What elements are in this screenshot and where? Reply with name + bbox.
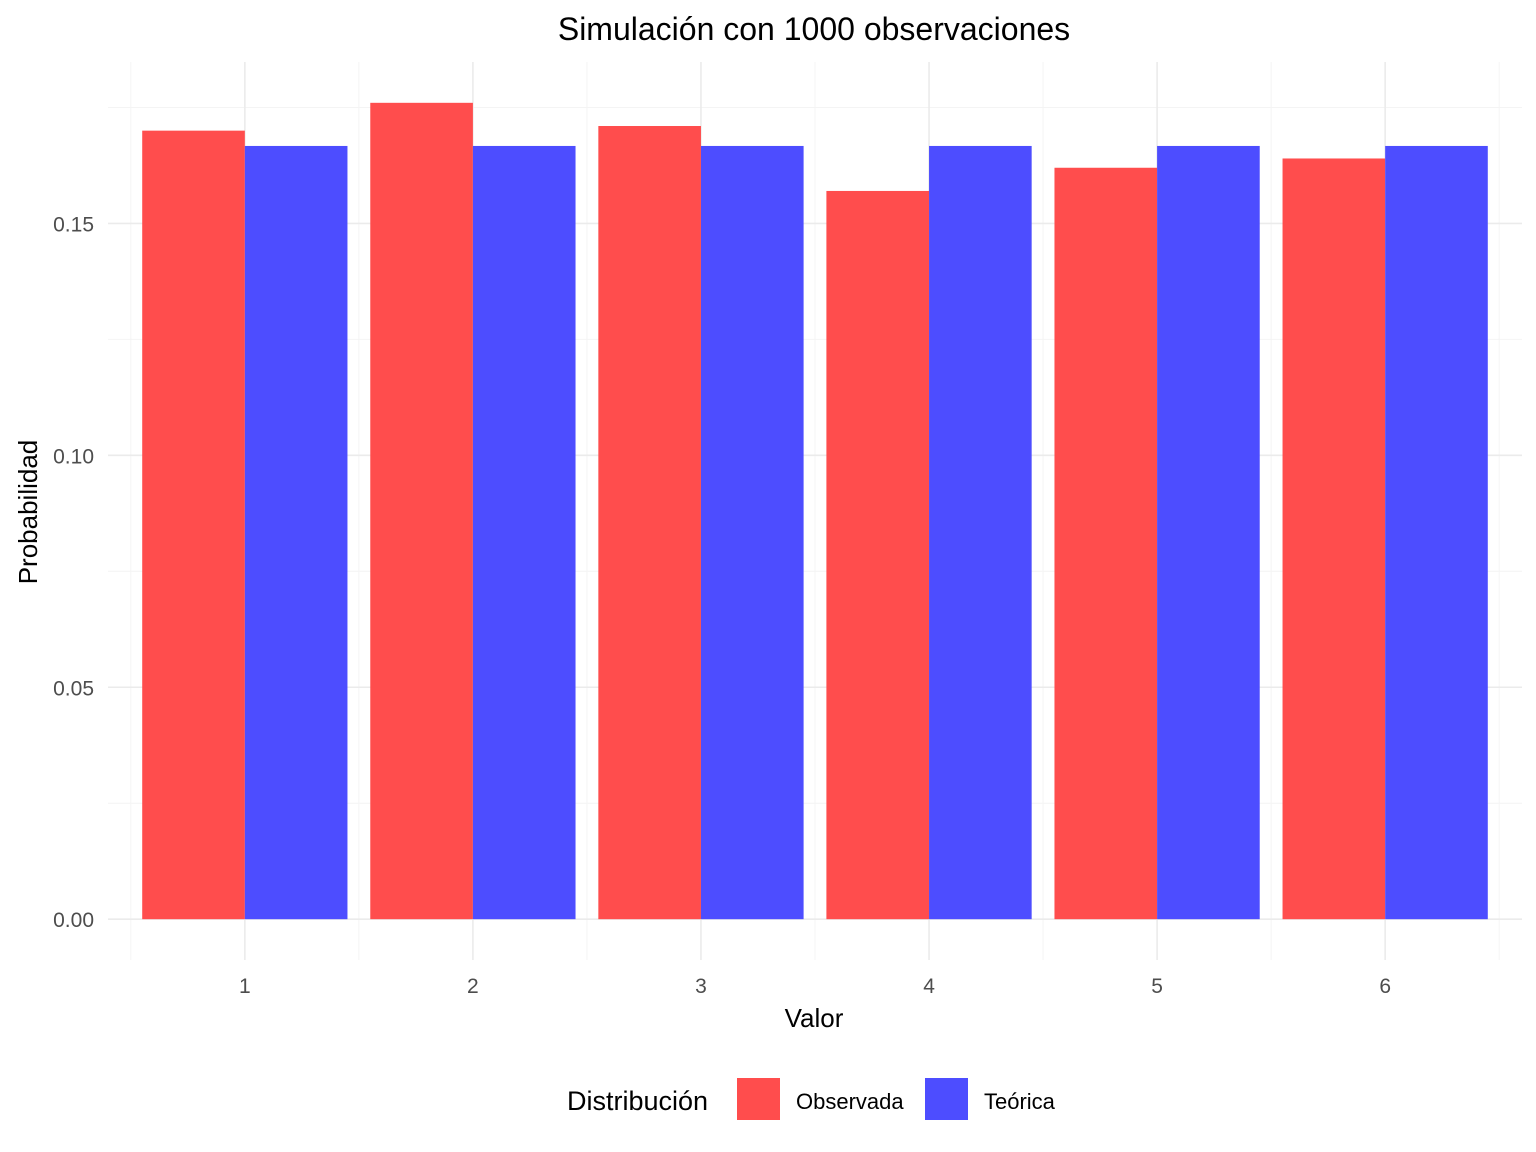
bar-terica-5 xyxy=(1157,145,1260,920)
bar-terica-3 xyxy=(700,145,804,920)
chart-title: Simulación con 1000 observaciones xyxy=(558,11,1070,47)
y-tick-label: 0.10 xyxy=(53,445,94,468)
y-axis-title: Probabilidad xyxy=(13,440,43,585)
legend: Distribución Observada Teórica xyxy=(567,1078,1056,1120)
bar-terica-6 xyxy=(1385,145,1488,920)
x-tick-label: 2 xyxy=(467,975,479,998)
y-tick-label: 0.00 xyxy=(53,909,94,932)
legend-label-teorica: Teórica xyxy=(984,1089,1056,1114)
x-tick-label: 6 xyxy=(1379,975,1391,998)
y-tick-label: 0.15 xyxy=(53,213,94,236)
legend-title: Distribución xyxy=(567,1086,708,1116)
bar-observada-3 xyxy=(598,126,701,920)
bar-observada-5 xyxy=(1054,167,1158,920)
bar-observada-2 xyxy=(370,102,473,920)
legend-label-observada: Observada xyxy=(796,1089,904,1114)
legend-key-teorica xyxy=(925,1078,968,1120)
x-axis-title: Valor xyxy=(785,1003,844,1033)
bar-observada-4 xyxy=(826,190,930,920)
x-tick-label: 3 xyxy=(695,975,707,998)
legend-key-observada xyxy=(737,1078,780,1120)
y-tick-label: 0.05 xyxy=(53,677,94,700)
bars-layer xyxy=(142,102,1488,920)
bar-observada-1 xyxy=(142,130,245,920)
bar-terica-2 xyxy=(472,145,576,920)
ticks-layer: 0.00 0.05 0.10 0.15 1 2 3 4 5 6 xyxy=(53,213,1391,998)
x-tick-label: 1 xyxy=(239,975,251,998)
x-tick-label: 4 xyxy=(923,975,935,998)
bar-terica-1 xyxy=(244,145,348,920)
bar-terica-4 xyxy=(929,145,1032,920)
x-tick-label: 5 xyxy=(1151,975,1163,998)
bar-observada-6 xyxy=(1282,158,1386,920)
